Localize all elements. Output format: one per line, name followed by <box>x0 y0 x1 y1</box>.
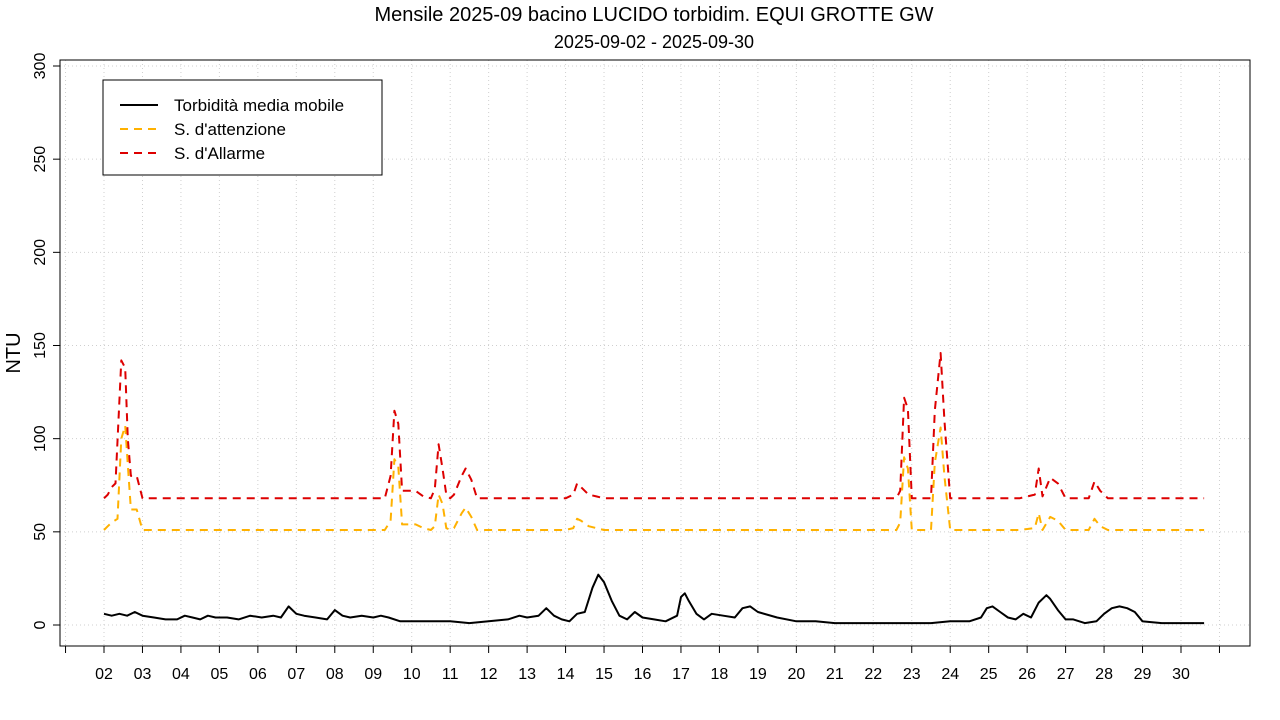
x-tick-label: 29 <box>1134 666 1152 683</box>
x-tick-label: 14 <box>557 666 575 683</box>
y-axis-label: NTU <box>3 332 25 373</box>
series-line-attention-threshold <box>103 424 1205 531</box>
x-tick-label: 17 <box>672 666 690 683</box>
x-tick-label: 07 <box>287 666 305 683</box>
x-tick-label: 21 <box>826 666 844 683</box>
x-tick-label: 13 <box>518 666 536 683</box>
x-tick-label: 15 <box>595 666 613 683</box>
x-tick-label: 16 <box>634 666 652 683</box>
x-tick-label: 02 <box>95 666 113 683</box>
y-tick-label: 300 <box>32 53 49 80</box>
x-tick-label: 05 <box>210 666 228 683</box>
y-tick-label: 200 <box>32 239 49 266</box>
x-tick-label: 22 <box>864 666 882 683</box>
chart-subtitle: 2025-09-02 - 2025-09-30 <box>554 32 754 52</box>
legend: Torbidità media mobile S. d'attenzione S… <box>102 79 383 176</box>
series-lines <box>103 352 1205 625</box>
x-tick-label: 19 <box>749 666 767 683</box>
y-tick-label: 250 <box>32 146 49 173</box>
x-tick-label: 04 <box>172 666 190 683</box>
x-tick-label: 20 <box>787 666 805 683</box>
legend-label-moving-average: Torbidità media mobile <box>174 96 344 115</box>
grid-lines <box>60 60 1250 646</box>
x-tick-label: 11 <box>442 666 459 683</box>
legend-box <box>102 79 383 176</box>
x-tick-label: 24 <box>941 666 959 683</box>
chart-title: Mensile 2025-09 bacino LUCIDO torbidim. … <box>374 4 933 26</box>
series-line-moving-average <box>103 573 1205 625</box>
y-axis: 0 50 100 150 200 250 300 <box>32 53 60 629</box>
x-tick-label: 30 <box>1172 666 1190 683</box>
y-tick-label: 100 <box>32 425 49 452</box>
x-tick-label: 08 <box>326 666 344 683</box>
x-tick-label: 09 <box>364 666 382 683</box>
y-tick-label: 150 <box>32 332 49 359</box>
x-tick-label: 10 <box>403 666 421 683</box>
x-tick-label: 18 <box>711 666 729 683</box>
x-axis: 02 03 04 05 06 07 08 09 10 11 12 13 14 15 16 17 18 19 20 21… <box>65 646 1220 683</box>
plot-frame <box>59 59 1251 647</box>
x-tick-label: 25 <box>980 666 998 683</box>
x-tick-label: 27 <box>1057 666 1075 683</box>
series-line-alarm-threshold <box>103 352 1205 500</box>
x-tick-label: 12 <box>480 666 498 683</box>
x-tick-label: 03 <box>134 666 152 683</box>
x-tick-label: 06 <box>249 666 267 683</box>
x-tick-label: 23 <box>903 666 921 683</box>
y-tick-label: 0 <box>32 620 49 629</box>
y-tick-label: 50 <box>32 523 49 541</box>
legend-label-attention-threshold: S. d'attenzione <box>174 120 286 139</box>
legend-label-alarm-threshold: S. d'Allarme <box>174 144 265 163</box>
x-tick-label: 28 <box>1095 666 1113 683</box>
x-tick-label: 26 <box>1018 666 1036 683</box>
